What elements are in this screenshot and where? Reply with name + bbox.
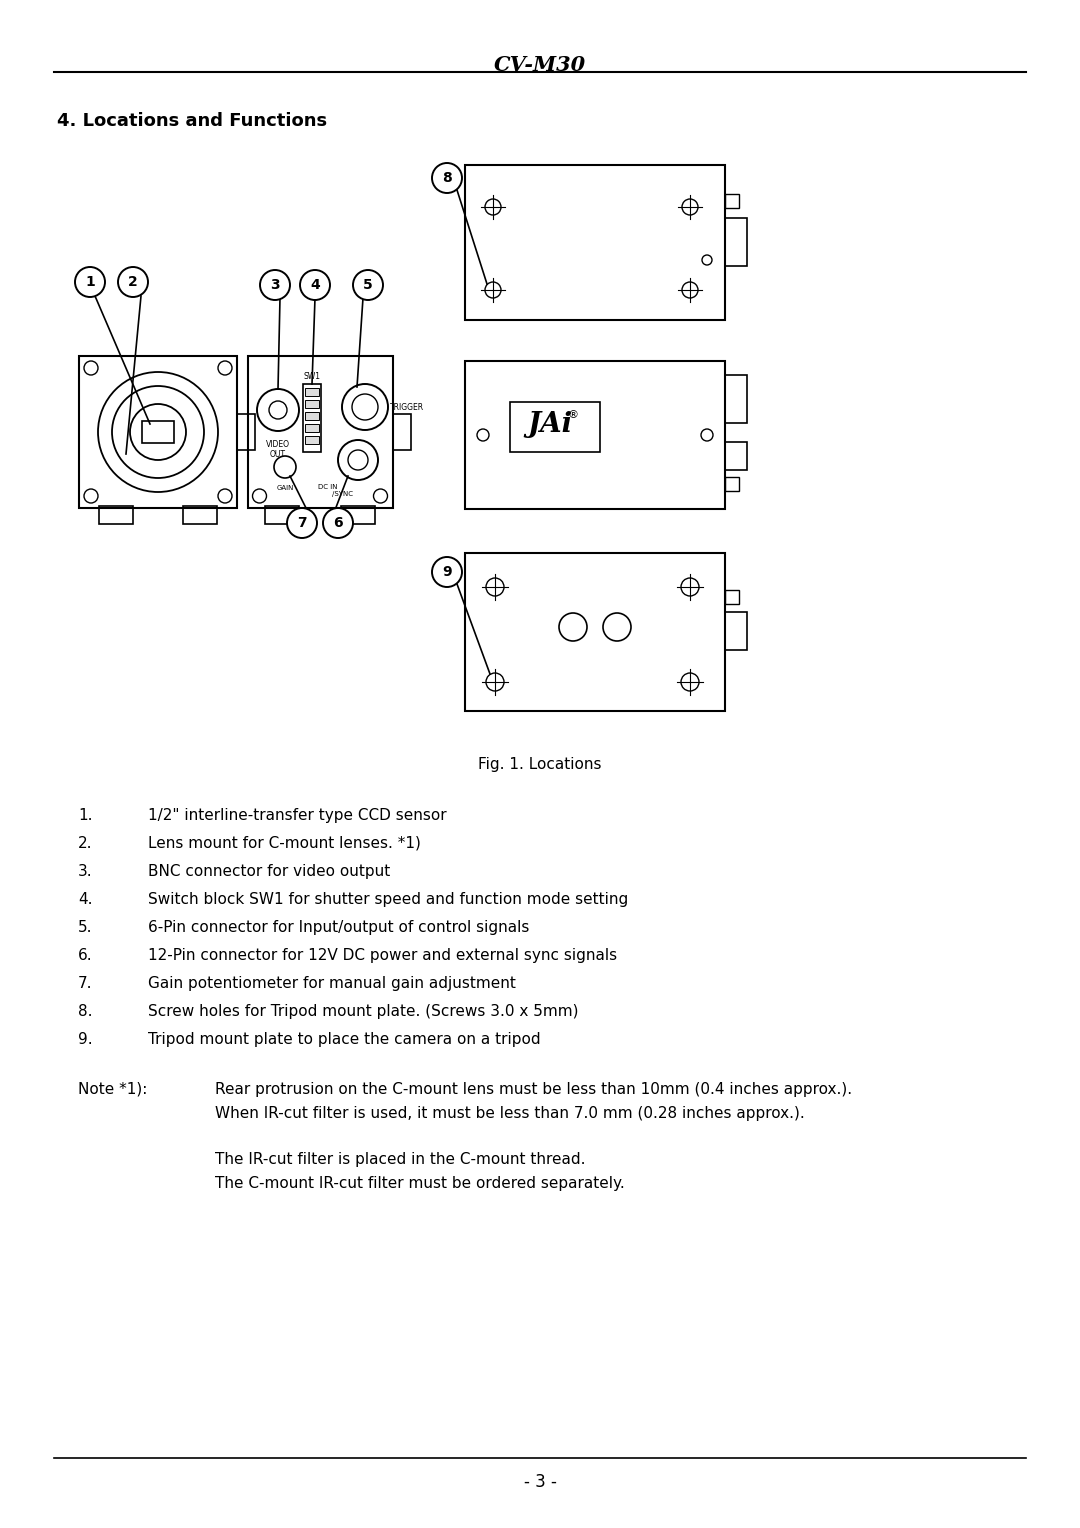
Bar xyxy=(725,374,747,423)
Text: 9.: 9. xyxy=(78,1031,93,1047)
Text: 4.: 4. xyxy=(78,892,93,908)
Text: 2.: 2. xyxy=(78,836,93,851)
Bar xyxy=(341,506,375,524)
Text: Switch block SW1 for shutter speed and function mode setting: Switch block SW1 for shutter speed and f… xyxy=(148,892,629,908)
Circle shape xyxy=(260,270,291,299)
Text: Screw holes for Tripod mount plate. (Screws 3.0 x 5mm): Screw holes for Tripod mount plate. (Scr… xyxy=(148,1004,579,1019)
Text: The IR-cut filter is placed in the C-mount thread.: The IR-cut filter is placed in the C-mou… xyxy=(215,1152,585,1167)
Text: 6: 6 xyxy=(334,516,342,530)
Text: - 3 -: - 3 - xyxy=(524,1473,556,1491)
Bar xyxy=(305,388,319,396)
Text: OUT: OUT xyxy=(270,451,286,458)
Text: 6.: 6. xyxy=(78,947,93,963)
Bar xyxy=(265,506,299,524)
Circle shape xyxy=(118,267,148,296)
Text: 3: 3 xyxy=(270,278,280,292)
Bar xyxy=(465,165,725,319)
Circle shape xyxy=(75,267,105,296)
Text: 5: 5 xyxy=(363,278,373,292)
Text: 5.: 5. xyxy=(78,920,93,935)
Text: DC IN: DC IN xyxy=(319,484,338,490)
Text: 12-Pin connector for 12V DC power and external sync signals: 12-Pin connector for 12V DC power and ex… xyxy=(148,947,617,963)
Bar xyxy=(725,194,739,208)
Text: CV-M30: CV-M30 xyxy=(494,55,586,75)
Text: 2: 2 xyxy=(129,275,138,289)
Circle shape xyxy=(432,163,462,193)
Text: 6-Pin connector for Input/output of control signals: 6-Pin connector for Input/output of cont… xyxy=(148,920,529,935)
Bar xyxy=(183,506,217,524)
Text: VIDEO: VIDEO xyxy=(266,440,291,449)
Circle shape xyxy=(300,270,330,299)
Bar xyxy=(141,422,174,443)
Circle shape xyxy=(287,507,318,538)
Bar xyxy=(237,414,255,451)
Bar xyxy=(99,506,133,524)
Text: Fig. 1. Locations: Fig. 1. Locations xyxy=(478,756,602,772)
Bar xyxy=(305,413,319,420)
Bar xyxy=(725,442,747,471)
Text: When IR-cut filter is used, it must be less than 7.0 mm (0.28 inches approx.).: When IR-cut filter is used, it must be l… xyxy=(215,1106,805,1122)
Bar xyxy=(392,414,410,451)
Circle shape xyxy=(432,558,462,587)
Bar xyxy=(465,361,725,509)
Text: BNC connector for video output: BNC connector for video output xyxy=(148,863,390,879)
Text: SW1: SW1 xyxy=(303,371,321,380)
Text: 7: 7 xyxy=(297,516,307,530)
Text: GAIN: GAIN xyxy=(276,484,294,490)
Bar xyxy=(247,356,392,507)
Bar xyxy=(725,219,747,266)
Text: 8.: 8. xyxy=(78,1004,93,1019)
Text: Gain potentiometer for manual gain adjustment: Gain potentiometer for manual gain adjus… xyxy=(148,976,516,992)
Text: 1: 1 xyxy=(85,275,95,289)
Text: 9: 9 xyxy=(442,565,451,579)
Text: Lens mount for C-mount lenses. *1): Lens mount for C-mount lenses. *1) xyxy=(148,836,421,851)
Bar xyxy=(305,435,319,445)
Text: JAi: JAi xyxy=(527,411,572,439)
Text: ®: ® xyxy=(567,410,579,420)
Bar xyxy=(305,423,319,432)
Bar xyxy=(510,402,600,452)
Circle shape xyxy=(323,507,353,538)
Text: Rear protrusion on the C-mount lens must be less than 10mm (0.4 inches approx.).: Rear protrusion on the C-mount lens must… xyxy=(215,1082,852,1097)
Bar xyxy=(303,384,321,452)
Text: 7.: 7. xyxy=(78,976,93,992)
Text: 8: 8 xyxy=(442,171,451,185)
Text: 4: 4 xyxy=(310,278,320,292)
Bar xyxy=(465,553,725,711)
Bar xyxy=(79,356,237,507)
Text: Note *1):: Note *1): xyxy=(78,1082,147,1097)
Text: /SYNC: /SYNC xyxy=(332,490,352,497)
Circle shape xyxy=(353,270,383,299)
Text: 4. Locations and Functions: 4. Locations and Functions xyxy=(57,112,327,130)
Text: 1.: 1. xyxy=(78,808,93,824)
Text: Tripod mount plate to place the camera on a tripod: Tripod mount plate to place the camera o… xyxy=(148,1031,541,1047)
Text: 3.: 3. xyxy=(78,863,93,879)
Bar xyxy=(725,613,747,649)
Text: The C-mount IR-cut filter must be ordered separately.: The C-mount IR-cut filter must be ordere… xyxy=(215,1177,624,1190)
Text: TRIGGER: TRIGGER xyxy=(390,402,424,411)
Bar xyxy=(725,590,739,604)
Bar xyxy=(725,477,739,490)
Text: 1/2" interline-transfer type CCD sensor: 1/2" interline-transfer type CCD sensor xyxy=(148,808,447,824)
Bar xyxy=(305,400,319,408)
